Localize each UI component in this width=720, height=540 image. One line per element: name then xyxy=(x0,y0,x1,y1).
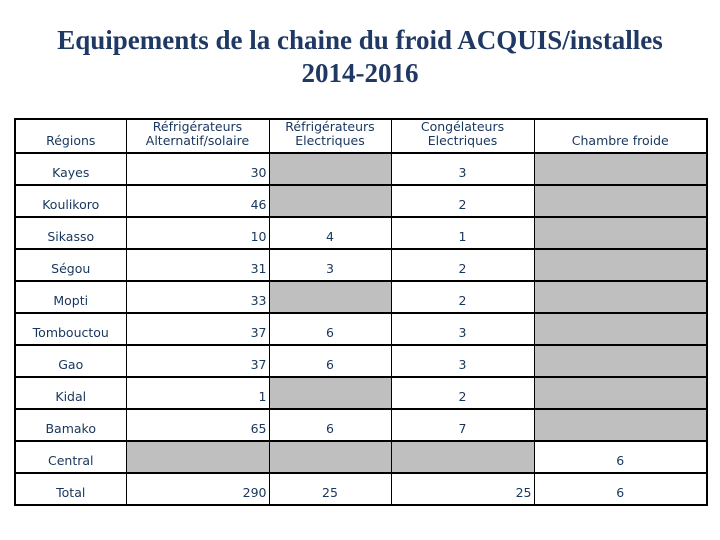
value-cell: 6 xyxy=(533,472,708,506)
empty-gray-cell xyxy=(533,280,708,314)
empty-gray-cell xyxy=(268,440,392,474)
empty-gray-cell xyxy=(533,376,708,410)
value-cell: 2 xyxy=(390,248,535,282)
empty-gray-cell xyxy=(125,440,270,474)
empty-gray-cell xyxy=(533,408,708,442)
value-cell: 65 xyxy=(125,408,270,442)
empty-gray-cell xyxy=(533,344,708,378)
equipment-table: Régions Réfrigérateurs Alternatif/solaire… xyxy=(14,118,708,506)
column-header-2: Réfrigérateurs Electriques xyxy=(268,118,392,154)
table-row: Sikasso 10 4 1 xyxy=(14,216,708,250)
value-cell: 6 xyxy=(268,344,392,378)
region-label: Central xyxy=(14,440,127,474)
region-label: Kidal xyxy=(14,376,127,410)
region-label: Tombouctou xyxy=(14,312,127,346)
slide-title-line2: 2014-2016 xyxy=(301,58,419,88)
table-row: Kayes 30 3 xyxy=(14,152,708,186)
table-row: Gao 37 6 3 xyxy=(14,344,708,378)
value-cell: 46 xyxy=(125,184,270,218)
region-label: Mopti xyxy=(14,280,127,314)
column-header-0: Régions xyxy=(14,118,127,154)
table-row: Tombouctou 37 6 3 xyxy=(14,312,708,346)
value-cell: 6 xyxy=(268,312,392,346)
value-cell: 3 xyxy=(390,152,535,186)
region-label: Kayes xyxy=(14,152,127,186)
value-cell: 2 xyxy=(390,280,535,314)
value-cell: 3 xyxy=(390,312,535,346)
region-label: Ségou xyxy=(14,248,127,282)
value-cell: 6 xyxy=(268,408,392,442)
value-cell: 1 xyxy=(125,376,270,410)
value-cell: 37 xyxy=(125,344,270,378)
empty-gray-cell xyxy=(268,152,392,186)
empty-gray-cell xyxy=(390,440,535,474)
value-cell: 2 xyxy=(390,376,535,410)
table-row: Total 290 25 25 6 xyxy=(14,472,708,506)
empty-gray-cell xyxy=(533,248,708,282)
table-row: Central 6 xyxy=(14,440,708,474)
region-label: Total xyxy=(14,472,127,506)
value-cell: 290 xyxy=(125,472,270,506)
slide-title: Equipements de la chaine du froid ACQUIS… xyxy=(0,24,720,90)
empty-gray-cell xyxy=(268,184,392,218)
value-cell: 4 xyxy=(268,216,392,250)
empty-gray-cell xyxy=(533,312,708,346)
empty-gray-cell xyxy=(533,216,708,250)
region-label: Sikasso xyxy=(14,216,127,250)
value-cell: 25 xyxy=(268,472,392,506)
value-cell: 6 xyxy=(533,440,708,474)
value-cell: 3 xyxy=(268,248,392,282)
column-header-3: Congélateurs Electriques xyxy=(390,118,535,154)
value-cell: 7 xyxy=(390,408,535,442)
table-row: Kidal 1 2 xyxy=(14,376,708,410)
empty-gray-cell xyxy=(268,280,392,314)
column-header-1: Réfrigérateurs Alternatif/solaire xyxy=(125,118,270,154)
table-row: Bamako 65 6 7 xyxy=(14,408,708,442)
equipment-table-body: Kayes 30 3 Koulikoro 46 2 Sikasso 10 4 1 Ségou 31 3 2… xyxy=(14,152,708,506)
table-row: Ségou 31 3 2 xyxy=(14,248,708,282)
value-cell: 3 xyxy=(390,344,535,378)
slide-title-line1: Equipements de la chaine du froid ACQUIS… xyxy=(57,25,663,55)
empty-gray-cell xyxy=(533,184,708,218)
value-cell: 10 xyxy=(125,216,270,250)
value-cell: 30 xyxy=(125,152,270,186)
region-label: Koulikoro xyxy=(14,184,127,218)
column-header-4: Chambre froide xyxy=(533,118,708,154)
region-label: Bamako xyxy=(14,408,127,442)
header-row: Régions Réfrigérateurs Alternatif/solaire… xyxy=(14,118,708,154)
table-row: Koulikoro 46 2 xyxy=(14,184,708,218)
region-label: Gao xyxy=(14,344,127,378)
value-cell: 33 xyxy=(125,280,270,314)
value-cell: 37 xyxy=(125,312,270,346)
table-row: Mopti 33 2 xyxy=(14,280,708,314)
value-cell: 2 xyxy=(390,184,535,218)
value-cell: 25 xyxy=(390,472,535,506)
empty-gray-cell xyxy=(533,152,708,186)
empty-gray-cell xyxy=(268,376,392,410)
value-cell: 31 xyxy=(125,248,270,282)
value-cell: 1 xyxy=(390,216,535,250)
